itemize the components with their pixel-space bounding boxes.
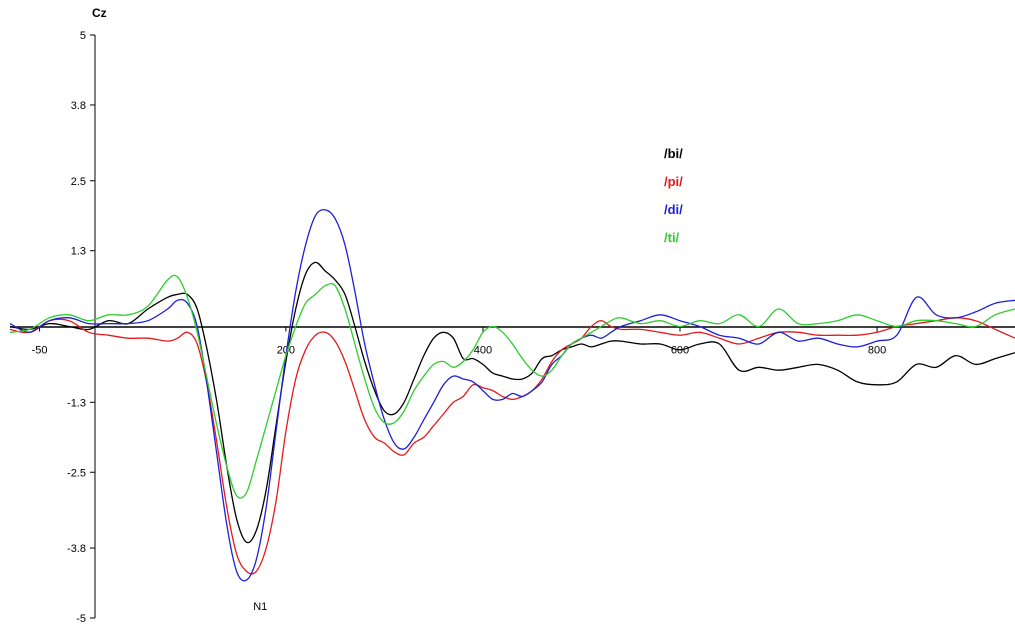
x-tick-label: 400 [474,345,492,357]
x-axis-ticks: -50 200 400 600 800 [32,326,886,357]
y-tick-label: -3.8 [67,543,86,555]
y-tick-label: 2.5 [71,176,86,188]
y-tick-label: -2.5 [67,467,86,479]
series-line-di [9,209,1015,582]
y-tick-label: 3.8 [71,100,86,112]
x-tick-label: 200 [277,345,295,357]
chart-title: Cz [92,6,107,20]
series-line-bi [9,261,1015,544]
series-line-pi [9,317,1015,575]
y-tick-label: 1.3 [71,246,86,258]
series-line-ti [9,274,1015,499]
y-tick-label: 5 [80,30,86,42]
legend-entry-bi: /bi/ [664,146,683,161]
series-lines [9,209,1015,582]
x-tick-label: 800 [868,345,886,357]
y-axis-ticks: 5 3.8 2.5 1.3 -1.3 -2.5 -3.8 -5 [67,30,95,625]
annotation-label: N1 [253,601,267,613]
legend: /bi/ /pi/ /di/ /ti/ [664,146,683,245]
legend-entry-pi: /pi/ [664,174,683,189]
x-tick-label: 600 [671,345,689,357]
x-tick-label: -50 [32,345,48,357]
legend-entry-di: /di/ [664,202,683,217]
legend-entry-ti: /ti/ [664,230,680,245]
y-tick-label: -5 [76,613,86,625]
y-tick-label: -1.3 [67,397,86,409]
annotations: N1 [253,601,267,613]
